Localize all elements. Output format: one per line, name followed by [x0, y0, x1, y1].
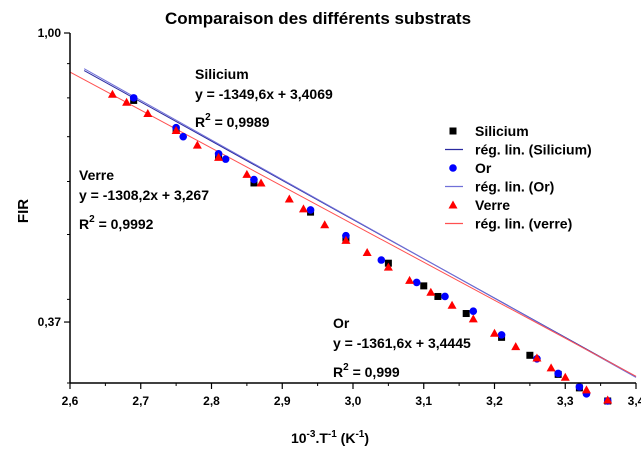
svg-text:10-3.T-1 (K-1): 10-3.T-1 (K-1) — [291, 429, 369, 446]
legend-item-0: Silicium — [449, 123, 529, 139]
data-points — [107, 89, 613, 405]
data-point-verre — [256, 178, 266, 187]
svg-text:Or: Or — [333, 315, 350, 331]
data-point-verre — [383, 262, 393, 271]
legend-marker-swatch — [449, 127, 457, 135]
x-axis-label: 10-3.T-1 (K-1) — [291, 429, 369, 446]
data-point-or — [497, 331, 506, 339]
legend-label: rég. lin. (Silicium) — [475, 142, 592, 158]
data-point-silicium — [420, 282, 428, 290]
x-ticks: 2,6 2,7 2,8 2,9 3,0 3,1 3,2 3,3 3,4 — [62, 383, 641, 408]
regression-line-2 — [69, 71, 637, 377]
data-point-verre — [320, 220, 330, 229]
data-point-verre — [122, 97, 132, 106]
data-point-verre — [362, 247, 372, 256]
data-point-verre — [468, 314, 478, 323]
svg-text:y = -1349,6x + 3,4069: y = -1349,6x + 3,4069 — [195, 86, 333, 102]
regression-line-1 — [83, 68, 637, 378]
annotation-verre: Verre y = -1308,2x + 3,267 R2 = 0,9992 — [79, 167, 209, 232]
data-point-verre — [546, 363, 556, 372]
data-point-verre — [490, 328, 499, 337]
y-tick-label: 0,37 — [38, 315, 62, 329]
svg-text:Verre: Verre — [79, 167, 114, 183]
data-point-verre — [447, 300, 457, 309]
svg-text:R2 = 0,999: R2 = 0,999 — [333, 362, 400, 380]
svg-text:FIR: FIR — [15, 199, 32, 223]
legend-item-1: rég. lin. (Silicium) — [445, 142, 592, 158]
x-tick-label: 3,3 — [557, 394, 574, 408]
data-point-or — [306, 206, 315, 214]
data-point-verre — [242, 169, 252, 178]
data-point-verre — [426, 287, 436, 296]
data-point-or — [250, 175, 258, 184]
data-point-verre — [214, 152, 224, 161]
data-point-verre — [192, 140, 202, 149]
data-point-verre — [405, 275, 415, 284]
x-tick-label: 2,7 — [132, 394, 149, 408]
x-tick-label: 2,8 — [203, 394, 220, 408]
legend-label: Verre — [475, 197, 510, 213]
regression-lines — [69, 68, 637, 378]
data-point-verre — [107, 89, 117, 98]
annotation-or: Or y = -1361,6x + 3,4445 R2 = 0,999 — [333, 315, 471, 380]
data-point-verre — [341, 235, 351, 244]
chart-title: Comparaison des différents substrats — [165, 9, 471, 28]
legend-label: Or — [475, 160, 492, 176]
data-point-verre — [603, 395, 613, 404]
data-point-verre — [284, 194, 294, 203]
legend-item-5: rég. lin. (verre) — [445, 216, 572, 232]
svg-text:y = -1308,2x + 3,267: y = -1308,2x + 3,267 — [79, 187, 209, 203]
x-tick-label: 3,0 — [345, 394, 362, 408]
x-tick-label: 2,6 — [62, 394, 79, 408]
x-tick-label: 3,2 — [486, 394, 503, 408]
legend-item-3: rég. lin. (Or) — [445, 179, 554, 195]
data-point-verre — [532, 353, 542, 362]
legend-marker-swatch — [449, 164, 457, 172]
data-point-or — [469, 307, 478, 316]
axes: 2,6 2,7 2,8 2,9 3,0 3,1 3,2 3,3 3,4 1,00 0,37 — [38, 26, 641, 408]
data-point-verre — [171, 126, 181, 135]
y-axis-label: FIR — [15, 199, 32, 223]
data-point-silicium — [434, 292, 442, 300]
annotation-silicium: Silicium y = -1349,6x + 3,4069 R2 = 0,99… — [195, 66, 333, 130]
data-point-or — [342, 231, 350, 240]
data-point-or — [575, 383, 584, 391]
legend-item-4: Verre — [448, 197, 510, 213]
data-point-verre — [560, 372, 570, 381]
data-point-silicium — [462, 310, 470, 318]
legend-label: Silicium — [475, 123, 529, 139]
data-point-or — [377, 256, 386, 264]
x-tick-label: 3,1 — [415, 394, 432, 408]
data-point-or — [554, 369, 562, 378]
data-point-or — [179, 132, 187, 141]
legend-marker-swatch — [448, 200, 458, 209]
svg-text:Silicium: Silicium — [195, 66, 249, 82]
legend-label: rég. lin. (verre) — [475, 216, 572, 232]
svg-text:y = -1361,6x + 3,4445: y = -1361,6x + 3,4445 — [333, 335, 471, 351]
data-point-or — [412, 278, 421, 287]
legend: Silicium rég. lin. (Silicium) Or rég. lin. … — [445, 123, 592, 232]
svg-text:R2 = 0,9989: R2 = 0,9989 — [195, 112, 270, 130]
y-tick-label: 1,00 — [38, 26, 62, 40]
data-point-or — [441, 292, 449, 301]
y-ticks: 1,00 0,37 — [38, 26, 70, 384]
x-tick-label: 3,4 — [628, 394, 641, 408]
x-tick-label: 2,9 — [274, 394, 291, 408]
legend-label: rég. lin. (Or) — [475, 179, 554, 195]
data-point-or — [129, 94, 138, 102]
data-point-verre — [143, 109, 153, 118]
data-point-silicium — [526, 351, 534, 359]
data-point-verre — [298, 204, 308, 213]
data-point-or — [221, 155, 230, 163]
data-point-verre — [511, 342, 521, 351]
svg-text:R2 = 0,9992: R2 = 0,9992 — [79, 214, 154, 232]
data-point-verre — [581, 385, 591, 394]
legend-item-2: Or — [449, 160, 492, 176]
